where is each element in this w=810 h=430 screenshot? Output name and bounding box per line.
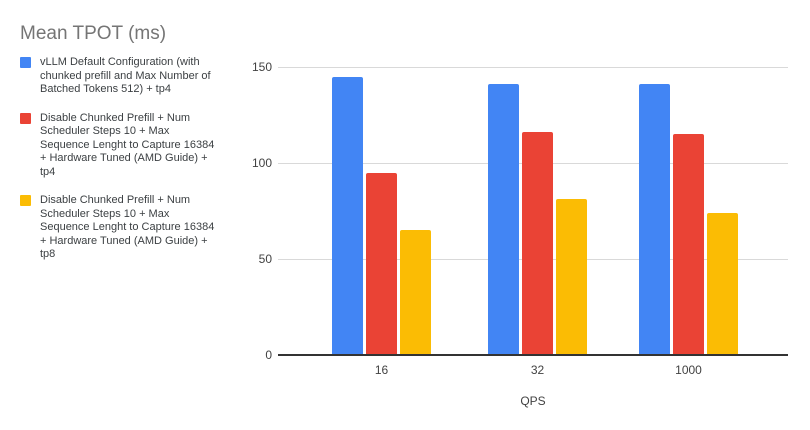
bar-series0-qps32 <box>488 84 519 355</box>
bar-series0-qps16 <box>332 76 363 355</box>
legend-item-1: Disable Chunked Prefill + Num Scheduler … <box>20 112 228 180</box>
legend-item-2: Disable Chunked Prefill + Num Scheduler … <box>20 194 228 262</box>
x-axis-baseline <box>278 354 788 356</box>
bar-series2-qps1000 <box>707 212 738 355</box>
bar-series1-qps16 <box>366 172 397 355</box>
bar-series2-qps16 <box>400 230 431 355</box>
legend-label: vLLM Default Configuration (with chunked… <box>40 56 211 95</box>
chart-title: Mean TPOT (ms) <box>20 23 167 44</box>
y-tick-label-50: 50 <box>258 252 272 266</box>
legend-label: Disable Chunked Prefill + Num Scheduler … <box>40 194 215 260</box>
bar-series1-qps32 <box>522 132 553 355</box>
plot-area <box>278 67 788 356</box>
x-axis-title: QPS <box>520 394 546 408</box>
x-tick-label-1000: 1000 <box>675 363 702 377</box>
x-tick-label-16: 16 <box>374 363 389 377</box>
bar-series0-qps1000 <box>639 84 670 355</box>
legend-swatch-icon <box>20 195 31 206</box>
y-tick-label-150: 150 <box>251 60 272 74</box>
legend-swatch-icon <box>20 57 31 68</box>
bar-series2-qps32 <box>556 199 587 355</box>
bar-series1-qps1000 <box>673 134 704 355</box>
gridline-150 <box>278 67 788 68</box>
legend-label: Disable Chunked Prefill + Num Scheduler … <box>40 111 215 178</box>
y-tick-label-100: 100 <box>251 156 272 170</box>
y-tick-label-0: 0 <box>265 348 272 362</box>
legend-item-0: vLLM Default Configuration (with chunked… <box>20 56 228 97</box>
x-tick-label-32: 32 <box>530 363 545 377</box>
legend: vLLM Default Configuration (with chunked… <box>20 56 228 277</box>
legend-swatch-icon <box>20 112 31 124</box>
